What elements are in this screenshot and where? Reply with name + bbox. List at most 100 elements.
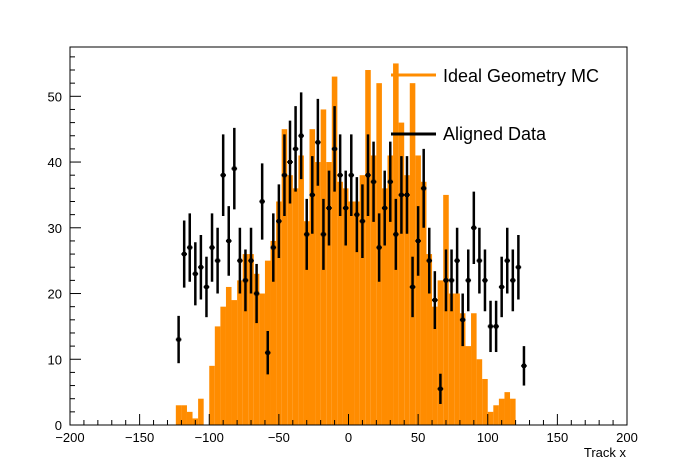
data-marker-54 xyxy=(477,258,482,263)
x-tick-label: −100 xyxy=(195,430,224,445)
data-marker-33 xyxy=(360,219,365,224)
mc-bar-37 xyxy=(381,188,388,425)
legend-label-data: Aligned Data xyxy=(443,124,547,144)
data-marker-46 xyxy=(432,298,437,303)
y-tick-label: 40 xyxy=(48,155,62,170)
data-marker-37 xyxy=(382,206,387,211)
mc-bar-21 xyxy=(292,188,299,425)
data-marker-21 xyxy=(293,146,298,151)
data-marker-41 xyxy=(404,192,409,197)
data-marker-47 xyxy=(438,386,443,391)
data-point-38 xyxy=(387,141,394,222)
data-point-0 xyxy=(175,315,182,364)
mc-bar-10 xyxy=(231,300,238,425)
data-marker-60 xyxy=(510,278,515,283)
mc-bar-24 xyxy=(309,129,316,425)
mc-bar-33 xyxy=(359,175,366,425)
data-point-53 xyxy=(471,191,477,264)
mc-bar-54 xyxy=(476,359,483,425)
mc-bar-9 xyxy=(225,286,232,425)
mc-bar-4 xyxy=(198,398,204,425)
mc-bar-28 xyxy=(331,76,338,425)
data-point-18 xyxy=(276,184,282,259)
mc-bar-17 xyxy=(270,240,277,425)
data-marker-26 xyxy=(321,232,326,237)
data-point-6 xyxy=(209,213,215,282)
mc-bar-38 xyxy=(387,155,394,426)
data-marker-42 xyxy=(410,284,415,289)
mc-bar-58 xyxy=(498,398,505,425)
mc-bar-31 xyxy=(348,201,355,425)
legend: Ideal Geometry MC Aligned Data xyxy=(391,66,599,144)
y-tick-label: 30 xyxy=(48,221,62,236)
data-point-52 xyxy=(465,249,472,312)
data-marker-36 xyxy=(377,245,382,250)
data-marker-44 xyxy=(421,186,426,191)
data-point-19 xyxy=(281,134,288,216)
data-point-56 xyxy=(487,300,494,353)
mc-bar-60 xyxy=(510,398,516,425)
data-point-1 xyxy=(181,220,187,288)
data-marker-13 xyxy=(249,258,254,263)
data-marker-12 xyxy=(243,278,248,283)
data-marker-10 xyxy=(232,166,237,171)
data-marker-29 xyxy=(338,173,343,178)
data-point-14 xyxy=(253,263,260,324)
mc-bar-49 xyxy=(448,293,455,425)
data-point-31 xyxy=(348,134,355,216)
data-marker-61 xyxy=(516,265,521,270)
x-tick-label: 200 xyxy=(616,430,638,445)
mc-bar-47 xyxy=(437,280,444,425)
data-point-13 xyxy=(248,227,254,294)
mc-bar-55 xyxy=(482,378,488,425)
x-tick-label: 50 xyxy=(411,430,425,445)
mc-bar-22 xyxy=(298,155,304,426)
data-marker-25 xyxy=(315,140,320,145)
data-point-49 xyxy=(448,249,455,312)
data-marker-23 xyxy=(304,232,309,237)
mc-bar-1 xyxy=(181,405,187,425)
mc-bar-20 xyxy=(287,175,293,425)
data-point-60 xyxy=(510,249,516,312)
data-point-27 xyxy=(326,170,332,246)
mc-bar-42 xyxy=(409,83,416,425)
data-marker-18 xyxy=(276,219,281,224)
mc-bar-18 xyxy=(276,201,282,425)
data-marker-45 xyxy=(427,258,432,263)
data-marker-49 xyxy=(449,278,454,283)
data-marker-30 xyxy=(343,206,348,211)
data-point-42 xyxy=(409,256,416,318)
x-tick-label: −150 xyxy=(125,430,154,445)
y-axis: 0 10 20 30 40 50 xyxy=(48,56,81,433)
data-point-58 xyxy=(498,256,505,318)
data-point-35 xyxy=(370,141,377,222)
data-marker-2 xyxy=(187,245,192,250)
mc-bar-8 xyxy=(220,306,226,425)
data-marker-58 xyxy=(499,284,504,289)
x-tick-label: −200 xyxy=(55,430,84,445)
data-point-3 xyxy=(192,242,199,306)
mc-bar-25 xyxy=(315,162,321,426)
mc-bar-53 xyxy=(471,313,477,425)
mc-bar-6 xyxy=(209,365,215,425)
data-point-40 xyxy=(398,156,405,234)
mc-bar-57 xyxy=(493,405,499,425)
data-point-22 xyxy=(298,92,304,180)
mc-bar-27 xyxy=(326,162,332,426)
data-marker-56 xyxy=(488,324,493,329)
data-point-37 xyxy=(381,170,388,246)
data-marker-1 xyxy=(182,252,187,257)
data-marker-39 xyxy=(393,232,398,237)
data-marker-5 xyxy=(204,284,209,289)
data-marker-3 xyxy=(193,271,198,276)
data-marker-27 xyxy=(327,206,332,211)
data-point-28 xyxy=(331,106,338,192)
data-marker-31 xyxy=(349,173,354,178)
mc-bar-2 xyxy=(186,411,193,425)
data-marker-38 xyxy=(388,179,393,184)
x-axis-title: Track x xyxy=(584,445,627,460)
data-marker-62 xyxy=(521,363,526,368)
data-point-51 xyxy=(459,293,466,347)
x-tick-label: 100 xyxy=(477,430,499,445)
